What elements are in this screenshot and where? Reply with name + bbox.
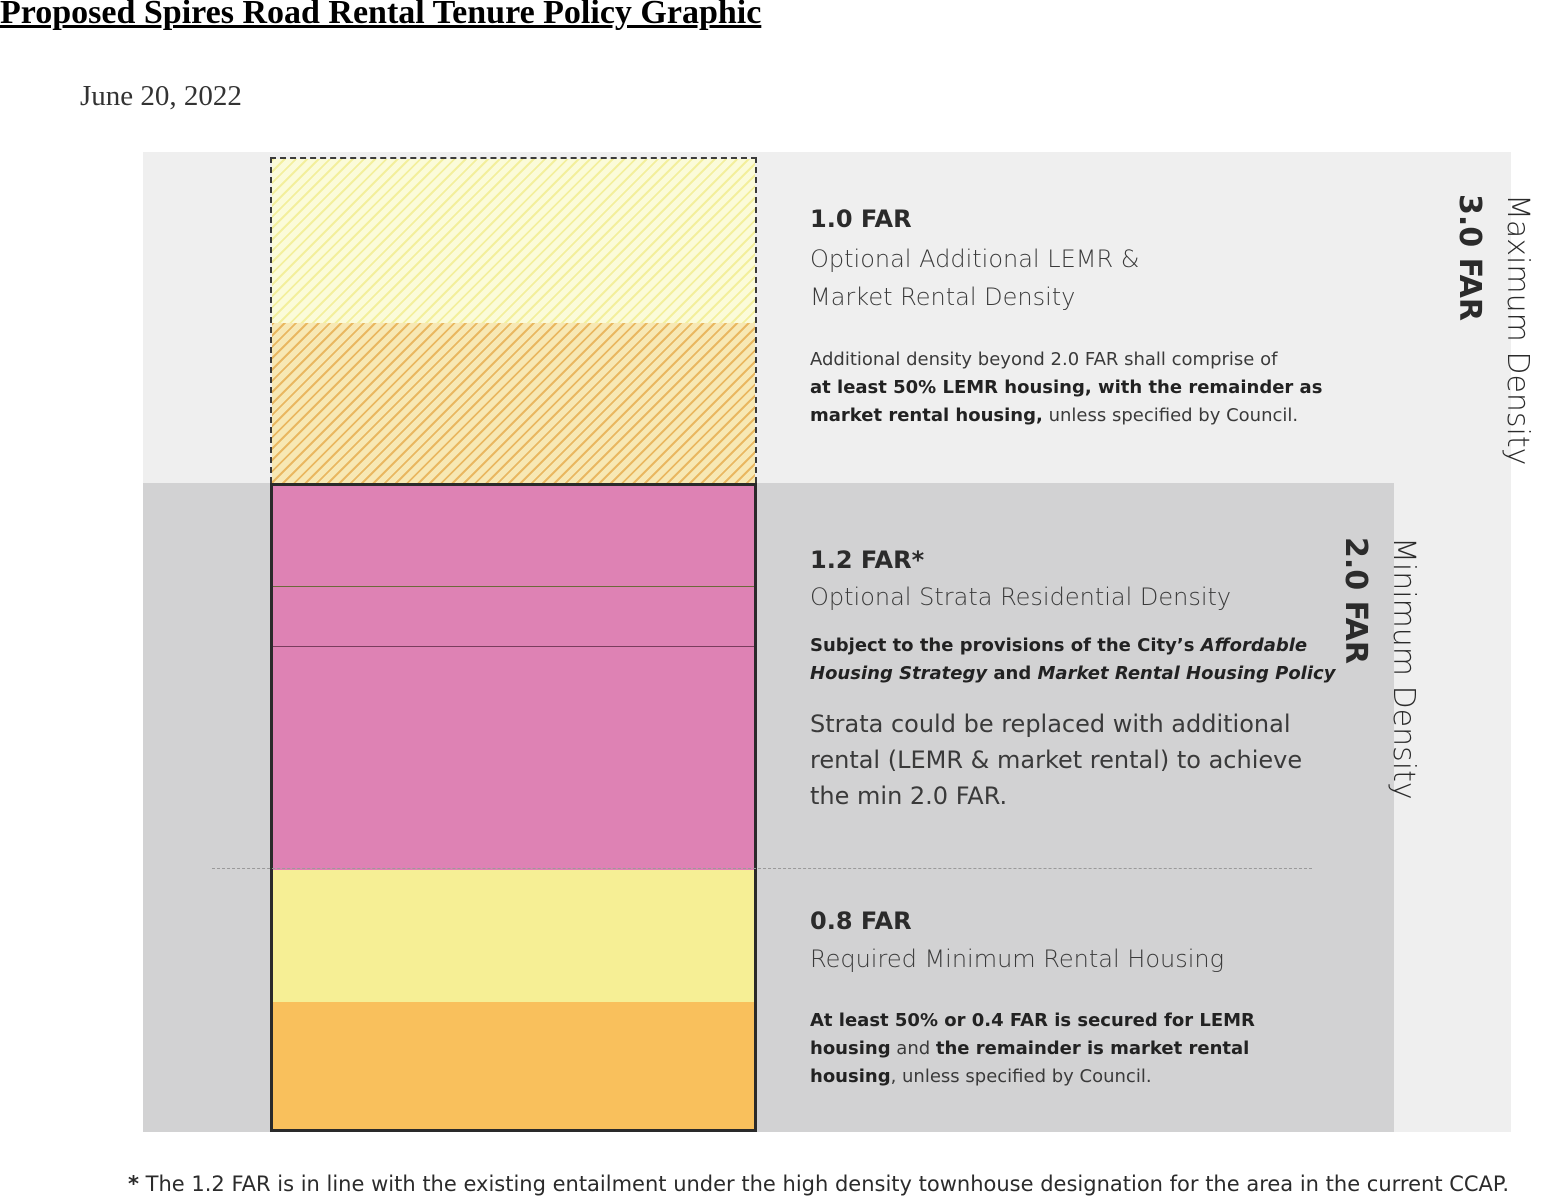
optional-note: Additional density beyond 2.0 FAR shall … <box>810 346 1322 430</box>
strata-note-line1-bold: Subject to the provisions of the City’s <box>810 635 1201 656</box>
minimum-density-label: Minimum Density <box>1386 537 1421 800</box>
optional-market-rental-hatch <box>272 159 755 323</box>
strata-note-line2-italic-b: Market Rental Housing Policy <box>1037 663 1336 684</box>
strata-note-line2-italic-a: Housing Strategy <box>810 663 988 684</box>
optional-note-line3: market rental housing, unless specified … <box>810 402 1322 430</box>
minimum-density-column <box>270 483 757 1132</box>
maximum-density-label: Maximum Density <box>1500 194 1535 466</box>
rental-note-line2-bold-b: the remainder is market rental <box>935 1038 1250 1059</box>
strata-title: Optional Strata Residential Density <box>810 583 1232 611</box>
rental-note-line1: At least 50% or 0.4 FAR is secured for L… <box>810 1007 1255 1035</box>
document-title: Proposed Spires Road Rental Tenure Polic… <box>0 0 762 31</box>
footnote-text: The 1.2 FAR is in line with the existing… <box>138 1172 1509 1196</box>
dotted-divider <box>212 868 1312 869</box>
strata-note-line2-bold: and <box>987 663 1038 684</box>
lemr-block <box>273 1002 754 1129</box>
strata-note-line1-italic: Affordable <box>1200 635 1308 656</box>
strata-note: Subject to the provisions of the City’s … <box>810 632 1335 688</box>
strata-body-line2: rental (LEMR & market rental) to achieve <box>810 746 1303 774</box>
maximum-far-label: 3.0 FAR <box>1452 194 1487 321</box>
optional-title-line2: Market Rental Density <box>810 283 1076 311</box>
rental-note-line3-rest: , unless specified by Council. <box>890 1066 1152 1087</box>
rental-note-line2-plain: and <box>890 1038 936 1059</box>
minimum-far-label: 2.0 FAR <box>1338 537 1373 664</box>
optional-note-line3-rest: unless specified by Council. <box>1042 405 1299 426</box>
rental-title: Required Minimum Rental Housing <box>810 945 1225 973</box>
strata-body-line1: Strata could be replaced with additional <box>810 710 1291 738</box>
strata-body-line3: the min 2.0 FAR. <box>810 782 1008 810</box>
rental-note-line2: housing and the remainder is market rent… <box>810 1035 1255 1063</box>
rental-note-line3: housing, unless specified by Council. <box>810 1063 1255 1091</box>
optional-note-line2-bold: at least 50% LEMR housing, with the rema… <box>810 377 1323 398</box>
strata-divider-line <box>273 646 754 647</box>
strata-note-line1: Subject to the provisions of the City’s … <box>810 632 1335 660</box>
footnote-star: * <box>128 1172 139 1196</box>
strata-body: Strata could be replaced with additional… <box>810 706 1302 814</box>
optional-far-value: 1.0 FAR <box>810 205 912 233</box>
rental-far-value: 0.8 FAR <box>810 907 912 935</box>
strata-block <box>273 486 754 870</box>
rental-note-line2-bold-a: housing <box>810 1038 891 1059</box>
document-date: June 20, 2022 <box>80 80 242 112</box>
market-rental-block <box>273 870 754 1002</box>
optional-note-line2: at least 50% LEMR housing, with the rema… <box>810 374 1322 402</box>
optional-additional-block <box>270 157 757 483</box>
footnote: * The 1.2 FAR is in line with the existi… <box>128 1172 1509 1196</box>
rental-note-line3-bold: housing <box>810 1066 891 1087</box>
strata-far-value: 1.2 FAR* <box>810 546 925 574</box>
optional-title-line1: Optional Additional LEMR & <box>810 245 1140 273</box>
optional-lemr-hatch <box>272 323 755 483</box>
strata-note-line2: Housing Strategy and Market Rental Housi… <box>810 660 1335 688</box>
optional-title: Optional Additional LEMR & Market Rental… <box>810 240 1139 316</box>
optional-note-line1: Additional density beyond 2.0 FAR shall … <box>810 349 1278 370</box>
market-rental-divider-line <box>273 586 754 587</box>
rental-note: At least 50% or 0.4 FAR is secured for L… <box>810 1007 1255 1091</box>
optional-note-line3-bold: market rental housing, <box>810 405 1043 426</box>
rental-note-line1-bold: At least 50% or 0.4 FAR is secured for L… <box>810 1010 1255 1031</box>
